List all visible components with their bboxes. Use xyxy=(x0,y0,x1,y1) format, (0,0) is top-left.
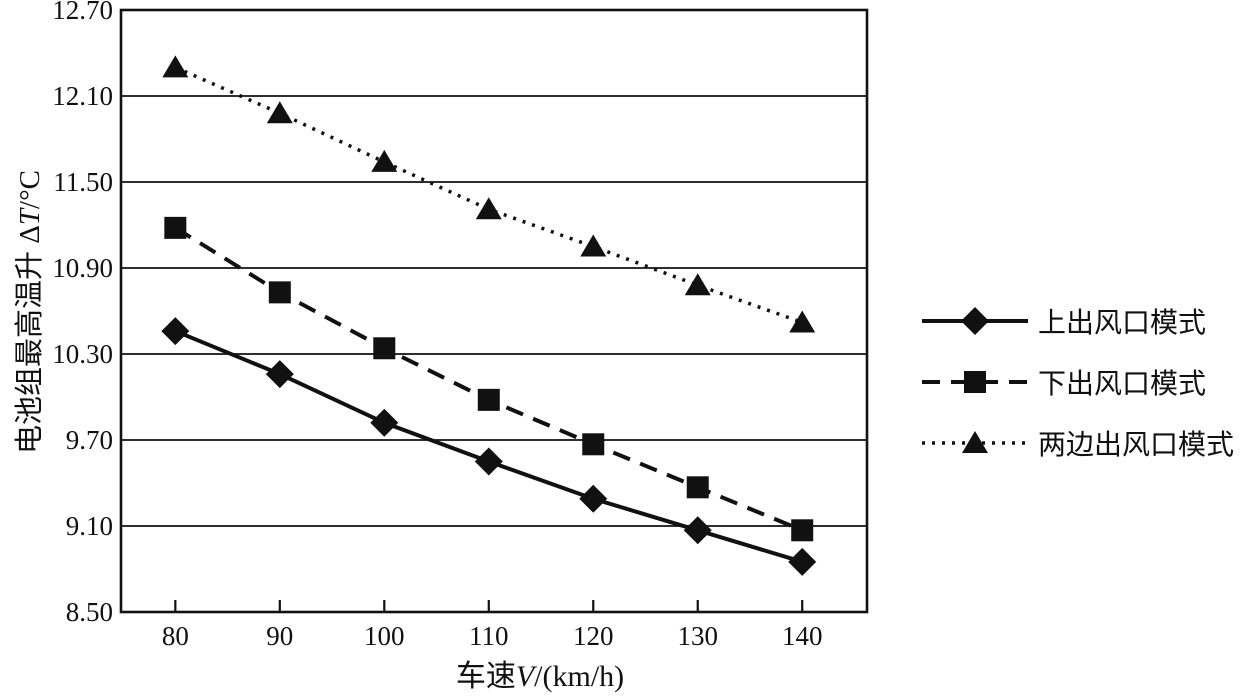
y-tick-label: 12.70 xyxy=(52,0,113,25)
y-tick-label: 9.70 xyxy=(66,425,113,455)
x-tick-label: 100 xyxy=(364,621,405,651)
x-tick-label: 110 xyxy=(469,621,509,651)
y-axis-title-text: 电池组最高温升 Δ xyxy=(14,225,46,455)
series-1 xyxy=(164,216,814,542)
y-tick-label: 8.50 xyxy=(66,597,113,627)
y-tick-label: 12.10 xyxy=(52,81,113,111)
x-tick-labels: 80 90 100 110 120 130 140 xyxy=(162,621,823,651)
legend-label: 下出风口模式 xyxy=(1038,368,1207,400)
series-2 xyxy=(162,55,816,333)
diamond-marker-icon xyxy=(683,516,712,545)
x-axis-title-unit: /(km/h) xyxy=(534,660,625,693)
diamond-marker-icon xyxy=(370,408,399,437)
square-marker-icon xyxy=(791,519,814,542)
triangle-marker-icon xyxy=(684,273,711,296)
diamond-marker-icon xyxy=(788,547,817,576)
legend-item-both-sides-outlet: 两边出风口模式 xyxy=(922,412,1234,473)
x-axis-title-text: 车速 xyxy=(455,660,516,693)
legend-sample-dashed-square-icon xyxy=(922,370,1028,393)
triangle-marker-icon xyxy=(580,234,607,257)
plot-border xyxy=(119,8,869,614)
diamond-marker-icon xyxy=(579,484,608,513)
diamond-marker-icon xyxy=(961,306,989,335)
diamond-marker-icon xyxy=(474,447,503,476)
triangle-marker-icon xyxy=(789,310,816,333)
x-tick-label: 90 xyxy=(266,621,293,651)
x-axis-title: 车速V/(km/h) xyxy=(456,651,624,695)
y-tick-labels: 12.70 12.10 11.50 10.90 10.30 9.70 9.10 8.50 xyxy=(52,0,113,627)
y-tick-label: 9.10 xyxy=(66,511,113,541)
square-marker-icon xyxy=(373,337,396,360)
x-tick-label: 140 xyxy=(782,621,823,651)
square-marker-icon xyxy=(477,388,500,411)
y-axis-title-unit: /°C xyxy=(14,169,46,209)
y-axis-title-variable: T xyxy=(14,208,46,226)
triangle-marker-icon xyxy=(371,149,398,172)
square-marker-icon xyxy=(964,370,986,393)
y-tick-label: 10.30 xyxy=(52,339,113,369)
diamond-marker-icon xyxy=(265,360,294,389)
legend-sample-dotted-triangle-icon xyxy=(922,430,1028,453)
x-tick-label: 130 xyxy=(677,621,718,651)
legend-item-bottom-outlet: 下出风口模式 xyxy=(922,351,1234,412)
square-marker-icon xyxy=(164,216,187,239)
x-tick-label: 80 xyxy=(162,621,189,651)
legend-item-top-outlet: 上出风口模式 xyxy=(922,290,1234,351)
x-tick-label: 120 xyxy=(573,621,614,651)
y-tick-label: 10.90 xyxy=(52,253,113,283)
x-tick-marks xyxy=(174,600,804,611)
series-0 xyxy=(161,317,817,576)
y-tick-label: 11.50 xyxy=(53,167,113,197)
legend-label: 上出风口模式 xyxy=(1038,307,1207,339)
square-marker-icon xyxy=(268,281,291,304)
gridlines xyxy=(121,95,867,527)
legend: 上出风口模式 下出风口模式 两边出风口模式 xyxy=(922,290,1234,473)
legend-sample-solid-diamond-icon xyxy=(922,306,1028,335)
y-axis-title: 电池组最高温升 ΔT/°C xyxy=(6,170,48,454)
triangle-marker-icon xyxy=(475,197,502,220)
triangle-marker-icon xyxy=(162,55,189,78)
square-marker-icon xyxy=(582,433,605,456)
diamond-marker-icon xyxy=(161,317,190,346)
triangle-marker-icon xyxy=(266,101,293,124)
triangle-marker-icon xyxy=(962,430,988,453)
x-axis-title-variable: V xyxy=(515,660,535,693)
square-marker-icon xyxy=(686,476,709,499)
legend-label: 两边出风口模式 xyxy=(1038,429,1235,461)
